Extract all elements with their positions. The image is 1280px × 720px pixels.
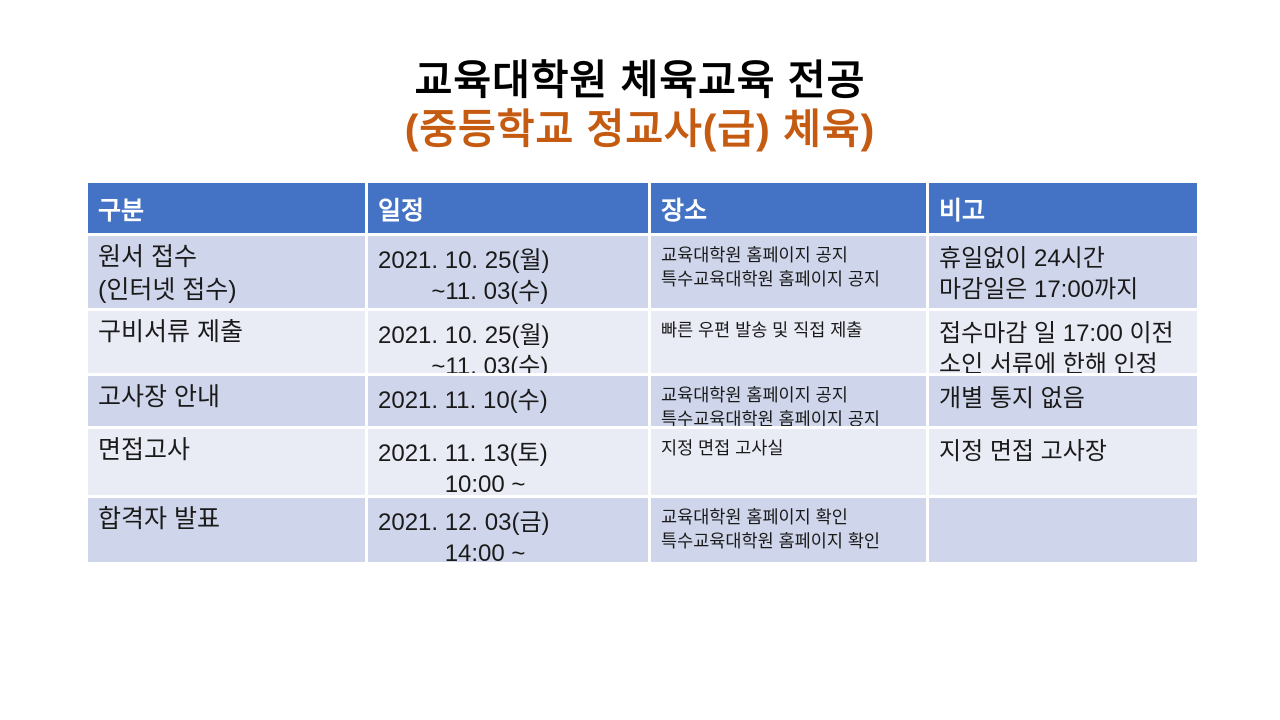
table-row-cell-location: 교육대학원 홈페이지 공지 특수교육대학원 홈페이지 공지 (651, 236, 926, 308)
title-line-1: 교육대학원 체육교육 전공 (414, 57, 866, 103)
table-row-cell-note (929, 498, 1197, 562)
table-row-cell-location: 지정 면접 고사실 (651, 429, 926, 495)
table-row-cell-category: 고사장 안내 (88, 376, 365, 426)
title-line-2: (중등학교 정교사(급) 체육) (404, 106, 876, 153)
table-row-cell-schedule: 2021. 11. 13(토) 10:00 ~ (368, 429, 648, 495)
table-row-cell-note: 개별 통지 없음 (929, 376, 1197, 426)
table-row-cell-note: 지정 면접 고사장 (929, 429, 1197, 495)
table-row-cell-note: 접수마감 일 17:00 이전 소인 서류에 한해 인정 (929, 311, 1197, 373)
table-row-cell-location: 빠른 우편 발송 및 직접 제출 (651, 311, 926, 373)
slide-title: 교육대학원 체육교육 전공 (중등학교 정교사(급) 체육) (0, 56, 1280, 154)
column-header-category: 구분 (88, 183, 365, 233)
admission-schedule-table: 구분 일정 장소 비고 원서 접수 (인터넷 접수) 2021. 10. 25(… (88, 183, 1197, 562)
table-row-cell-location: 교육대학원 홈페이지 공지 특수교육대학원 홈페이지 공지 (651, 376, 926, 426)
table-row-cell-note: 휴일없이 24시간 마감일은 17:00까지 (929, 236, 1197, 308)
table-row-cell-location: 교육대학원 홈페이지 확인 특수교육대학원 홈페이지 확인 (651, 498, 926, 562)
table-row-cell-schedule: 2021. 11. 10(수) (368, 376, 648, 426)
table-row-cell-category: 구비서류 제출 (88, 311, 365, 373)
table-row-cell-schedule: 2021. 12. 03(금) 14:00 ~ (368, 498, 648, 562)
table-row-cell-category: 원서 접수 (인터넷 접수) (88, 236, 365, 308)
column-header-location: 장소 (651, 183, 926, 233)
table-row-cell-schedule: 2021. 10. 25(월) ~11. 03(수) (368, 236, 648, 308)
table-row-cell-category: 면접고사 (88, 429, 365, 495)
table-row-cell-category: 합격자 발표 (88, 498, 365, 562)
column-header-note: 비고 (929, 183, 1197, 233)
table-row-cell-schedule: 2021. 10. 25(월) ~11. 03(수) (368, 311, 648, 373)
column-header-schedule: 일정 (368, 183, 648, 233)
